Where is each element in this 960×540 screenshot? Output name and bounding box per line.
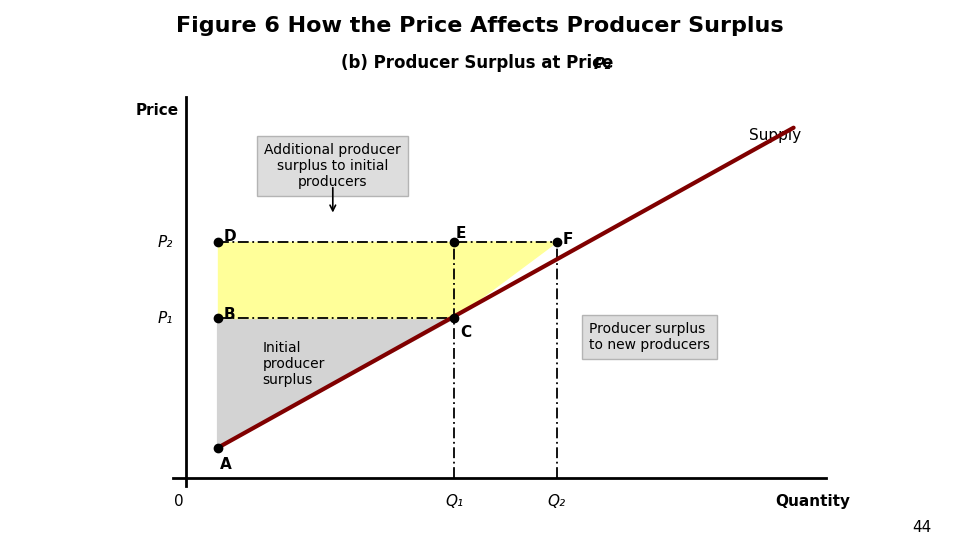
- Polygon shape: [218, 318, 454, 448]
- Text: P₂: P₂: [157, 234, 173, 249]
- Text: F: F: [563, 232, 573, 247]
- Text: Supply: Supply: [749, 128, 801, 143]
- Text: D: D: [223, 229, 236, 244]
- Text: P₂: P₂: [593, 57, 612, 72]
- Text: Additional producer
surplus to initial
producers: Additional producer surplus to initial p…: [264, 143, 401, 190]
- Text: A: A: [221, 457, 232, 472]
- Text: Price: Price: [136, 103, 180, 118]
- Text: E: E: [456, 226, 467, 241]
- Text: P₁: P₁: [157, 311, 173, 326]
- Text: Q₂: Q₂: [548, 494, 565, 509]
- Text: C: C: [460, 325, 471, 340]
- Text: B: B: [223, 307, 235, 322]
- Text: Producer surplus
to new producers: Producer surplus to new producers: [588, 322, 709, 353]
- Text: 0: 0: [175, 494, 184, 509]
- Text: Q₁: Q₁: [445, 494, 464, 509]
- Text: 44: 44: [912, 519, 931, 535]
- Text: Quantity: Quantity: [776, 494, 851, 509]
- Polygon shape: [218, 242, 454, 318]
- Text: Figure 6 How the Price Affects Producer Surplus: Figure 6 How the Price Affects Producer …: [177, 16, 783, 36]
- Polygon shape: [454, 242, 557, 318]
- Text: Initial
producer
surplus: Initial producer surplus: [262, 341, 324, 387]
- Text: (b) Producer Surplus at Price: (b) Producer Surplus at Price: [341, 54, 619, 72]
